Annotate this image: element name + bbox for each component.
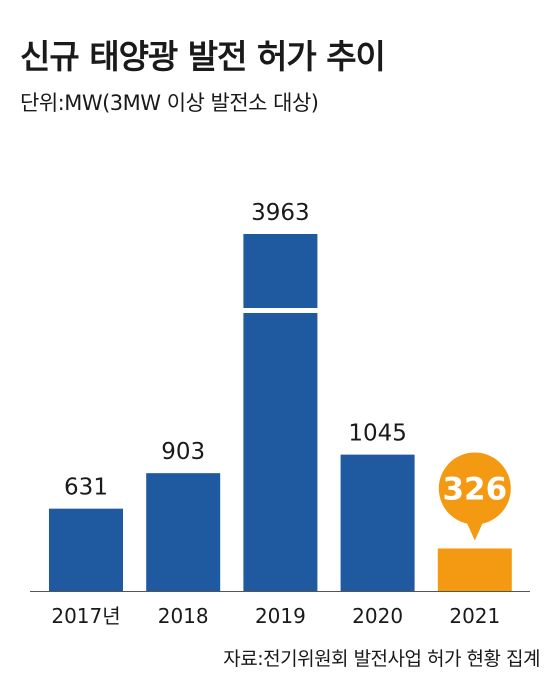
- bar: [243, 234, 318, 591]
- axis-break-gap: [242, 308, 319, 313]
- source-note: 자료:전기위원회 발전사업 허가 현황 집계: [223, 648, 540, 670]
- bar: [437, 548, 512, 591]
- tick-label: 2017년: [51, 604, 120, 628]
- data-label: 631: [64, 475, 108, 501]
- tick-label: 2020: [352, 604, 403, 628]
- unit-note: 단위:MW(3MW 이상 발전소 대상): [20, 91, 319, 115]
- bar: [340, 454, 415, 591]
- chart-title: 신규 태양광 발전 허가 추이: [20, 37, 386, 76]
- value-callout-pointer: [465, 520, 484, 541]
- tick-label: 2019: [255, 604, 306, 628]
- data-label: 903: [161, 439, 205, 465]
- data-label: 1045: [348, 421, 407, 447]
- bar: [49, 508, 123, 591]
- data-label: 326: [442, 471, 507, 507]
- value-callout-bubble: [438, 452, 511, 525]
- tick-label: 2018: [158, 604, 209, 628]
- tick-label: 2021: [449, 604, 500, 628]
- bar: [146, 473, 221, 591]
- data-label: 3963: [251, 200, 310, 226]
